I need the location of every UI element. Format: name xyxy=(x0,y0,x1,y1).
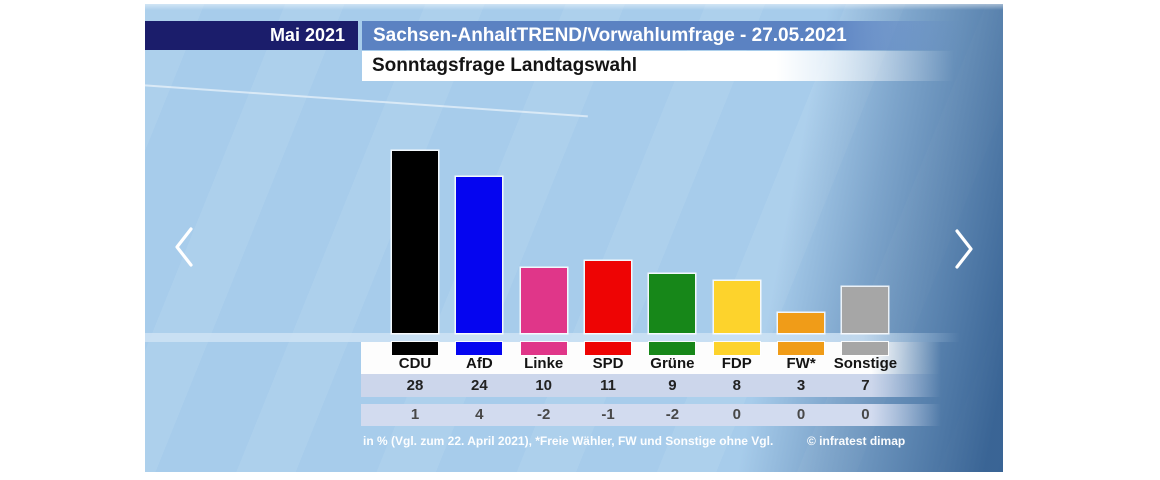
change-afd: 4 xyxy=(475,406,484,423)
chart-title-bar: Sachsen-AnhaltTREND/Vorwahlumfrage - 27.… xyxy=(362,21,962,50)
bar-fw xyxy=(778,313,825,333)
color-chips-layer xyxy=(145,4,1003,472)
color-chip-afd xyxy=(456,342,503,355)
value-afd: 24 xyxy=(471,377,488,394)
color-chip-fdp xyxy=(713,342,760,355)
date-badge: Mai 2021 xyxy=(145,21,358,50)
bar-fdp xyxy=(713,281,760,333)
party-label-fw: FW* xyxy=(786,355,816,372)
value-row-band xyxy=(361,374,941,397)
change-fdp: 0 xyxy=(732,406,741,423)
bar-spd xyxy=(585,261,632,333)
copyright-label: © infratest dimap xyxy=(807,434,906,448)
chevron-right-icon xyxy=(955,229,973,269)
changes-layer: 1 4 -2 -1 -2 0 0 0 xyxy=(145,4,1003,472)
change-row-band xyxy=(361,404,941,426)
bar-afd xyxy=(456,177,503,333)
change-gruene: -2 xyxy=(665,406,680,423)
carousel-slide: Mai 2021 Sachsen-AnhaltTREND/Vorwahlumfr… xyxy=(145,4,1003,472)
value-spd: 11 xyxy=(600,377,616,394)
value-fdp: 8 xyxy=(732,377,741,394)
change-linke: -2 xyxy=(537,406,551,423)
party-label-gruene: Grüne xyxy=(650,355,695,372)
value-linke: 10 xyxy=(535,377,553,394)
color-chip-linke xyxy=(520,342,567,355)
party-label-sonstige: Sonstige xyxy=(833,355,898,372)
party-label-fdp: FDP xyxy=(721,355,752,372)
party-names-layer: CDU AfD Linke SPD Grüne FDP FW* Sonstige xyxy=(145,4,1003,472)
bar-gruene xyxy=(649,274,696,333)
color-chip-cdu xyxy=(392,342,438,355)
value-fw: 3 xyxy=(796,377,806,394)
bar-sonstige xyxy=(842,287,889,333)
chart-subtitle-bar: Sonntagsfrage Landtagswahl xyxy=(362,51,954,81)
change-fw: 0 xyxy=(796,406,806,423)
change-cdu: 1 xyxy=(410,406,420,423)
value-cdu: 28 xyxy=(406,377,424,394)
change-sonstige: 0 xyxy=(861,406,870,423)
color-chip-sonstige xyxy=(842,342,889,355)
color-chip-fw xyxy=(778,342,825,355)
values-layer: 28 24 10 11 9 8 3 7 xyxy=(145,4,1003,472)
bar-linke xyxy=(520,268,567,333)
chevron-left-icon xyxy=(175,227,193,267)
prev-arrow-button[interactable] xyxy=(171,225,197,269)
footnote: in % (Vgl. zum 22. April 2021), *Freie W… xyxy=(363,434,774,448)
change-spd: -1 xyxy=(601,406,615,423)
value-sonstige: 7 xyxy=(861,377,870,394)
baseline-strip xyxy=(145,333,960,342)
bar-cdu xyxy=(392,151,438,333)
party-label-afd: AfD xyxy=(466,355,493,372)
bars-layer xyxy=(145,4,1003,472)
party-label-spd: SPD xyxy=(592,355,624,372)
value-gruene: 9 xyxy=(668,377,677,394)
color-chip-gruene xyxy=(649,342,696,355)
color-chip-spd xyxy=(585,342,632,355)
party-label-cdu: CDU xyxy=(398,355,432,372)
party-label-linke: Linke xyxy=(524,355,564,372)
next-arrow-button[interactable] xyxy=(951,227,977,271)
